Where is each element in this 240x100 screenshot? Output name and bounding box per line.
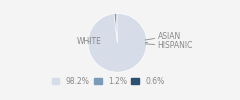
Text: ASIAN: ASIAN (145, 32, 181, 41)
Text: WHITE: WHITE (77, 37, 102, 46)
Text: HISPANIC: HISPANIC (145, 41, 193, 50)
Wedge shape (88, 13, 147, 72)
Wedge shape (114, 13, 117, 43)
Legend: 98.2%, 1.2%, 0.6%: 98.2%, 1.2%, 0.6% (49, 74, 168, 89)
Wedge shape (116, 13, 117, 43)
